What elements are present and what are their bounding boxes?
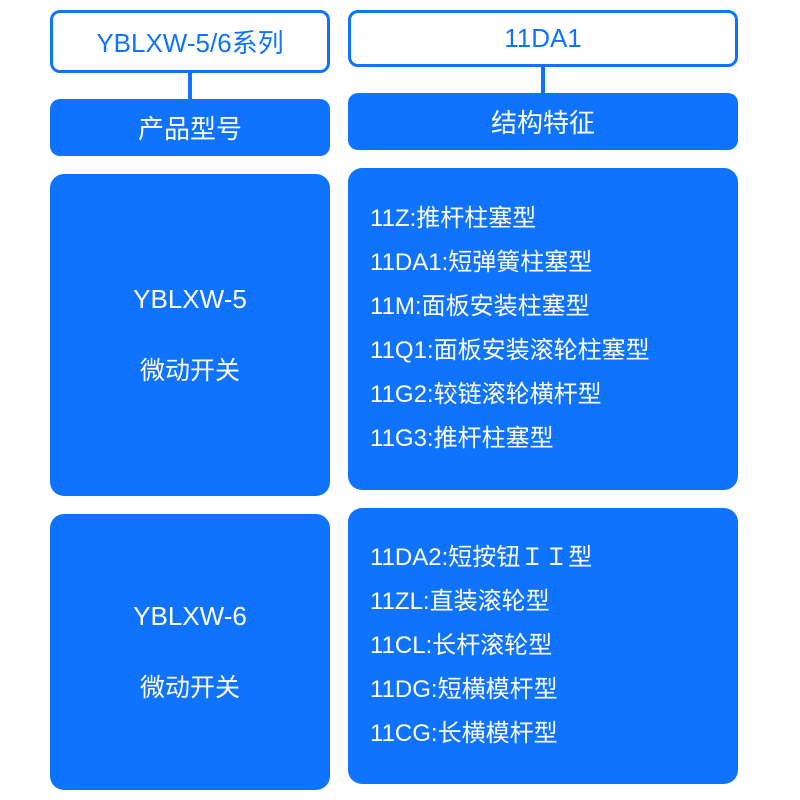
left-body-box-1: YBLXW-5 微动开关 bbox=[50, 174, 330, 496]
left-row-1: YBLXW-5 微动开关 bbox=[50, 156, 330, 496]
spec-line: 11Q1:面板安装滚轮柱塞型 bbox=[370, 339, 650, 363]
product-model-title: YBLXW-5 bbox=[133, 284, 247, 315]
left-sub-header: 产品型号 bbox=[50, 99, 330, 156]
left-row-2: YBLXW-6 微动开关 bbox=[50, 496, 330, 790]
right-row-2: 11DA2:短按钮ＩＩ型 11ZL:直装滚轮型 11CL:长杆滚轮型 11DG:… bbox=[348, 490, 738, 784]
product-model-subtitle: 微动开关 bbox=[140, 668, 240, 704]
connector-line bbox=[541, 67, 545, 93]
right-top-header: 11DA1 bbox=[348, 10, 738, 67]
connector-line bbox=[188, 73, 192, 99]
spec-line: 11ZL:直装滚轮型 bbox=[370, 590, 550, 614]
spec-line: 11DG:短横模杆型 bbox=[370, 678, 558, 702]
spec-line: 11CG:长横模杆型 bbox=[370, 722, 558, 746]
right-sub-header: 结构特征 bbox=[348, 93, 738, 150]
spec-line: 11CL:长杆滚轮型 bbox=[370, 634, 552, 658]
spec-line: 11G3:推杆柱塞型 bbox=[370, 427, 554, 451]
right-column: 11DA1 结构特征 11Z:推杆柱塞型 11DA1:短弹簧柱塞型 11M:面板… bbox=[348, 10, 738, 790]
left-body-box-2: YBLXW-6 微动开关 bbox=[50, 514, 330, 790]
product-model-subtitle: 微动开关 bbox=[140, 351, 240, 387]
spec-line: 11DA2:短按钮ＩＩ型 bbox=[370, 546, 592, 570]
right-body-box-2: 11DA2:短按钮ＩＩ型 11ZL:直装滚轮型 11CL:长杆滚轮型 11DG:… bbox=[348, 508, 738, 784]
spec-line: 11Z:推杆柱塞型 bbox=[370, 207, 536, 231]
product-model-title: YBLXW-6 bbox=[133, 601, 247, 632]
spec-line: 11DA1:短弹簧柱塞型 bbox=[370, 251, 592, 275]
diagram-container: YBLXW-5/6系列 产品型号 YBLXW-5 微动开关 YBLXW-6 微动… bbox=[0, 0, 800, 800]
left-column: YBLXW-5/6系列 产品型号 YBLXW-5 微动开关 YBLXW-6 微动… bbox=[50, 10, 330, 790]
right-body-box-1: 11Z:推杆柱塞型 11DA1:短弹簧柱塞型 11M:面板安装柱塞型 11Q1:… bbox=[348, 168, 738, 490]
right-row-1: 11Z:推杆柱塞型 11DA1:短弹簧柱塞型 11M:面板安装柱塞型 11Q1:… bbox=[348, 150, 738, 490]
spec-line: 11G2:较链滚轮横杆型 bbox=[370, 383, 602, 407]
spec-line: 11M:面板安装柱塞型 bbox=[370, 295, 590, 319]
left-top-header: YBLXW-5/6系列 bbox=[50, 10, 330, 73]
